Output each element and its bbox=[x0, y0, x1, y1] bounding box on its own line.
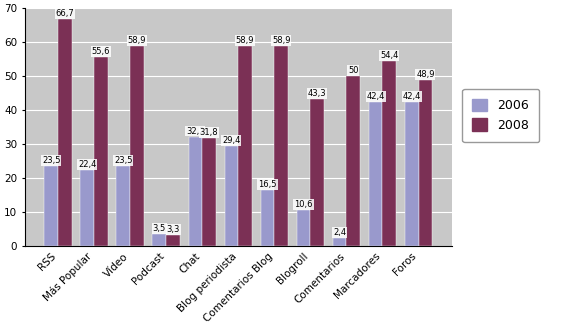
Text: 10,6: 10,6 bbox=[294, 200, 313, 209]
Text: 58,9: 58,9 bbox=[128, 36, 146, 45]
Text: 42,4: 42,4 bbox=[367, 92, 385, 101]
Bar bbox=[225, 146, 239, 246]
Text: 58,9: 58,9 bbox=[236, 36, 254, 45]
Text: 43,3: 43,3 bbox=[308, 89, 327, 98]
Bar bbox=[419, 80, 433, 246]
Bar bbox=[45, 166, 58, 246]
Bar bbox=[405, 102, 419, 246]
Text: 3,3: 3,3 bbox=[166, 225, 179, 234]
Text: 58,9: 58,9 bbox=[272, 36, 291, 45]
Text: 22,4: 22,4 bbox=[78, 160, 97, 169]
Text: 55,6: 55,6 bbox=[91, 47, 110, 56]
Bar bbox=[333, 238, 346, 246]
Legend: 2006, 2008: 2006, 2008 bbox=[462, 89, 539, 142]
Bar bbox=[80, 170, 94, 246]
Text: 42,4: 42,4 bbox=[402, 92, 421, 101]
Bar bbox=[383, 61, 396, 246]
Bar bbox=[189, 137, 202, 246]
Text: 3,5: 3,5 bbox=[153, 224, 166, 233]
Bar bbox=[369, 102, 383, 246]
Bar bbox=[58, 19, 72, 246]
Text: 23,5: 23,5 bbox=[42, 156, 60, 165]
Text: 54,4: 54,4 bbox=[380, 51, 398, 60]
Text: 50: 50 bbox=[348, 66, 358, 75]
Bar bbox=[346, 76, 360, 246]
Text: 16,5: 16,5 bbox=[258, 180, 277, 189]
Bar bbox=[152, 234, 166, 246]
Bar bbox=[130, 46, 144, 246]
Text: 31,8: 31,8 bbox=[200, 128, 218, 137]
Text: 23,5: 23,5 bbox=[114, 156, 133, 165]
Bar bbox=[94, 57, 108, 246]
Bar bbox=[116, 166, 130, 246]
Text: 29,4: 29,4 bbox=[222, 136, 241, 145]
Bar bbox=[239, 46, 252, 246]
Text: 66,7: 66,7 bbox=[56, 10, 74, 18]
Bar bbox=[202, 138, 216, 246]
Bar bbox=[296, 210, 310, 246]
Text: 2,4: 2,4 bbox=[333, 228, 346, 237]
Text: 48,9: 48,9 bbox=[416, 70, 435, 79]
Bar bbox=[166, 235, 180, 246]
Bar bbox=[310, 99, 324, 246]
Bar bbox=[274, 46, 288, 246]
Text: 32,2: 32,2 bbox=[186, 127, 204, 136]
Bar bbox=[261, 190, 274, 246]
